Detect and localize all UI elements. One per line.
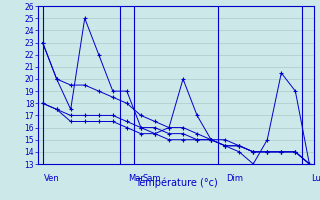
Text: Mar: Mar bbox=[128, 174, 144, 183]
X-axis label: Température (°c): Température (°c) bbox=[135, 178, 217, 188]
Text: Dim: Dim bbox=[227, 174, 244, 183]
Text: Sam: Sam bbox=[142, 174, 161, 183]
Text: Lun: Lun bbox=[311, 174, 320, 183]
Text: Ven: Ven bbox=[44, 174, 60, 183]
